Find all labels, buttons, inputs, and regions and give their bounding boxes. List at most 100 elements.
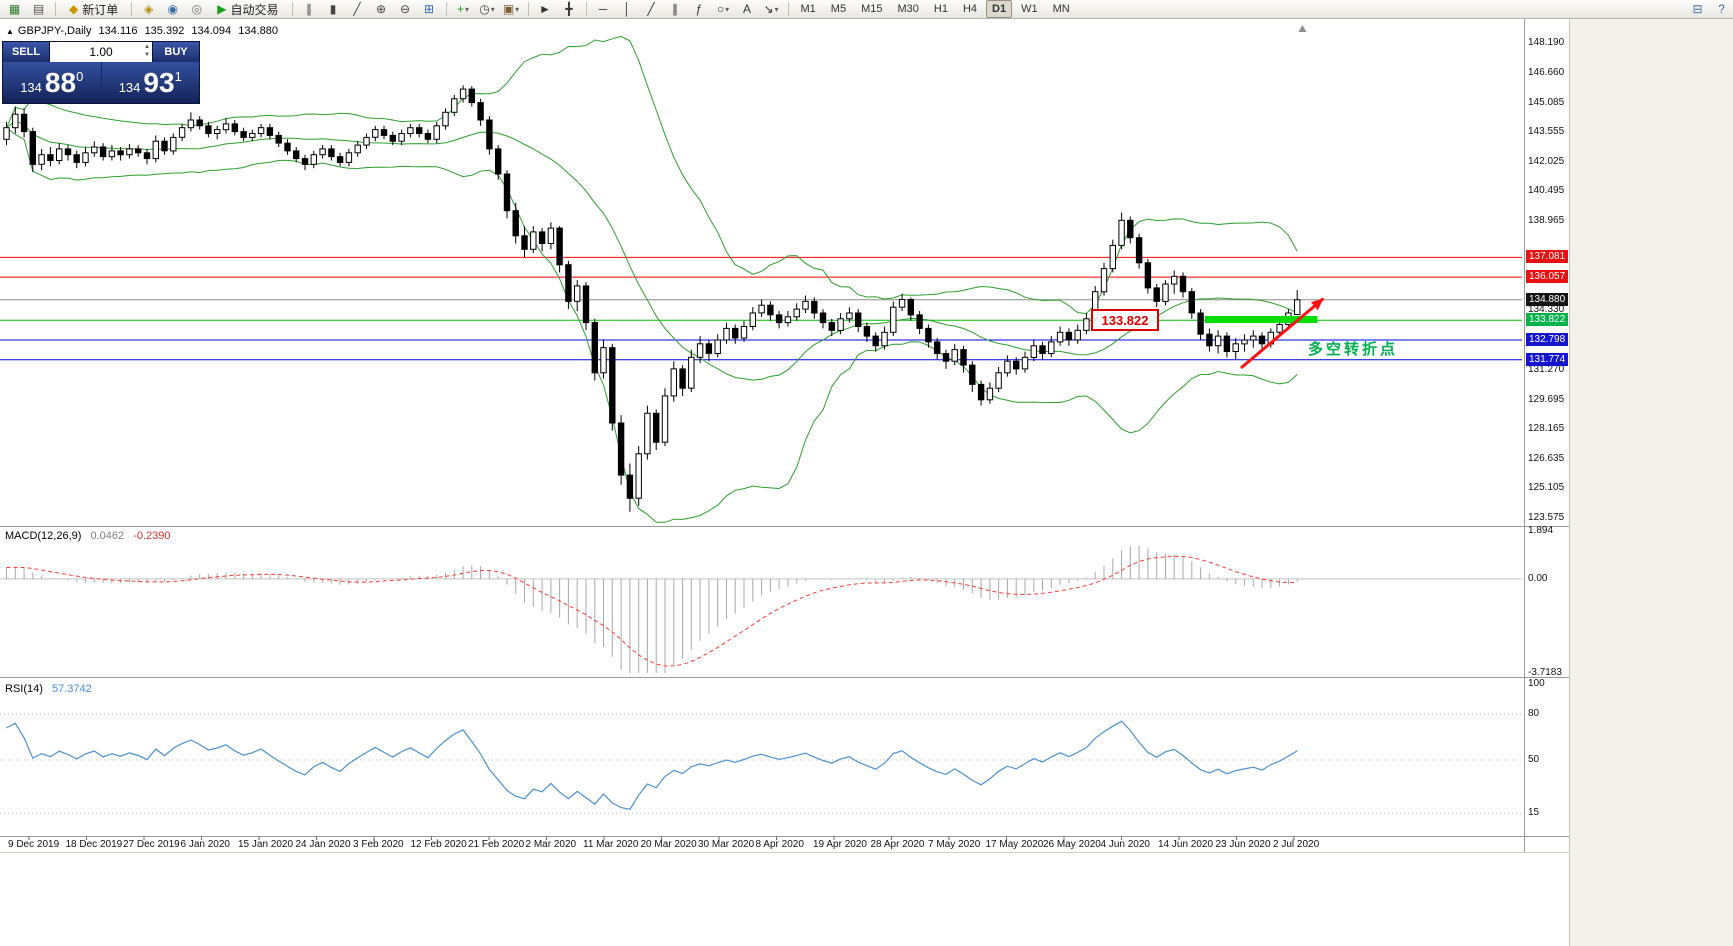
price-line-label: 134.880 [1526, 293, 1569, 306]
timeframe-w1[interactable]: W1 [1021, 3, 1038, 15]
buy-button[interactable]: BUY [152, 42, 199, 62]
volume-spinner-icon[interactable]: ▲ ▼ [144, 44, 150, 58]
price-tick: 125.105 [1528, 482, 1565, 493]
alerts-icon[interactable]: ◎ [185, 0, 208, 19]
price-tick: 123.575 [1528, 512, 1565, 523]
panel-borders [0, 19, 1570, 946]
market-icon: ◉ [167, 2, 178, 16]
trendline-icon[interactable]: ╱ [640, 0, 663, 19]
support-zone-band[interactable] [1205, 316, 1318, 323]
toolbar-separator [527, 2, 529, 16]
horizontal-line-icon[interactable]: ─ [592, 0, 615, 19]
timeframe-m5[interactable]: M5 [830, 3, 847, 15]
autotrading-button[interactable]: ▶ 自动交易 [209, 0, 286, 19]
timeframe-h4[interactable]: H4 [962, 3, 977, 15]
symbol-title: GBPJPY-,Daily [17, 25, 92, 37]
timeframe-mn[interactable]: MN [1052, 3, 1070, 15]
chevron-down-icon[interactable]: ▾ [725, 4, 730, 14]
cursor-icon[interactable]: ► [534, 0, 557, 19]
zoom-out-icon: ⊖ [399, 2, 411, 16]
date-label: 12 Feb 2020 [410, 839, 467, 850]
date-label: 21 Feb 2020 [468, 839, 525, 850]
chevron-down-icon[interactable]: ▾ [774, 4, 779, 14]
new-order-icon: ◆ [69, 2, 79, 16]
volume-value: 1.00 [89, 45, 113, 59]
rsi-scale-tick: 50 [1528, 754, 1540, 765]
periods-icon[interactable]: ◷ ▾ [476, 0, 499, 19]
tile-windows-icon: ⊞ [423, 2, 435, 16]
date-label: 26 May 2020 [1043, 839, 1101, 850]
turning-point-note[interactable]: 多空转折点 [1308, 341, 1399, 358]
depth-of-market-icon[interactable]: ⊟ [1692, 2, 1703, 16]
macd-layer [0, 545, 1522, 673]
bar-chart-mode-icon[interactable]: ∥ [298, 0, 321, 19]
price-annotation-box[interactable]: 133.822 [1091, 309, 1159, 331]
bid-integer: 134 [20, 80, 42, 95]
arrows-icon: ↘ [763, 2, 774, 16]
date-label: 28 Apr 2020 [870, 839, 925, 850]
help-icon[interactable]: ? [1718, 2, 1725, 16]
market-icon[interactable]: ◉ [161, 0, 184, 19]
bid-price[interactable]: 134 88 0 [3, 62, 101, 103]
timeframe-m1[interactable]: M1 [800, 3, 816, 15]
vertical-line-icon[interactable]: │ [616, 0, 639, 19]
date-label: 27 Dec 2019 [123, 839, 180, 850]
candlestick-mode-icon[interactable]: ▮ [322, 0, 345, 19]
macd-scale-tick: -3.7183 [1528, 667, 1562, 678]
arrows-icon[interactable]: ↘ ▾ [760, 0, 783, 19]
toolbar-separator [131, 2, 133, 16]
chart-shift-marker[interactable] [1298, 25, 1307, 32]
rsi-scale-tick: 100 [1528, 678, 1545, 689]
channel-icon[interactable]: ∥ [664, 0, 687, 19]
periods-icon: ◷ [479, 2, 490, 16]
date-label: 20 Mar 2020 [640, 839, 697, 850]
sell-button[interactable]: SELL [3, 42, 50, 62]
ask-point: 1 [174, 69, 182, 84]
shapes-icon[interactable]: ○ ▾ [712, 0, 735, 19]
timeframe-m30[interactable]: M30 [897, 3, 919, 15]
toolbar-separator [291, 2, 293, 16]
chevron-down-icon[interactable]: ▾ [465, 4, 470, 14]
trend-arrow-head [1311, 298, 1324, 311]
price-line-label: 136.057 [1526, 270, 1569, 283]
crosshair-icon[interactable]: ╋ [558, 0, 581, 19]
fibonacci-icon[interactable]: ƒ [688, 0, 711, 19]
text-icon: A [742, 2, 751, 16]
ask-price[interactable]: 134 93 1 [101, 62, 199, 103]
price-tick: 126.635 [1528, 453, 1565, 464]
autotrading-label: 自动交易 [230, 2, 279, 17]
chevron-down-icon[interactable]: ▾ [490, 4, 495, 14]
timeframe-h1[interactable]: H1 [933, 3, 948, 15]
indicators-icon[interactable]: + ▾ [452, 0, 475, 19]
rsi-line [6, 720, 1298, 810]
rsi-indicator-label: RSI(14) 57.3742 [5, 683, 92, 695]
bid-pips: 88 [44, 66, 77, 98]
chevron-down-icon[interactable]: ▾ [515, 4, 520, 14]
autotrading-icon: ▶ [217, 2, 227, 16]
text-icon[interactable]: A [736, 0, 759, 19]
collapse-triangle-icon[interactable]: ▲ [6, 27, 14, 36]
timeframe-m15[interactable]: M15 [861, 3, 883, 15]
timeframe-d1[interactable]: D1 [986, 0, 1013, 18]
ask-integer: 134 [118, 80, 141, 95]
line-chart-mode-icon[interactable]: ╱ [346, 0, 369, 19]
new-order-label: 新订单 [82, 2, 119, 17]
profiles-icon[interactable]: ▤ [27, 0, 50, 19]
templates-icon[interactable]: ▣ ▾ [500, 0, 523, 19]
date-label: 7 May 2020 [928, 839, 981, 850]
volume-input[interactable]: 1.00 ▲ ▼ [50, 42, 152, 62]
zoom-out-icon[interactable]: ⊖ [394, 0, 417, 19]
ask-pips: 93 [143, 66, 175, 98]
zoom-in-icon[interactable]: ⊕ [370, 0, 393, 19]
new-chart-icon[interactable]: ▦ [3, 0, 26, 19]
new-chart-icon: ▦ [8, 2, 21, 16]
crosshair-icon: ╋ [565, 2, 573, 16]
rsi-scale-tick: 15 [1528, 807, 1540, 818]
price-tick: 131.270 [1528, 364, 1565, 375]
new-order-button[interactable]: ◆ 新订单 [61, 0, 126, 19]
rsi-scale-tick: 80 [1528, 708, 1540, 719]
price-tick: 143.555 [1528, 126, 1565, 137]
metaeditor-icon[interactable]: ◈ [137, 0, 160, 19]
tile-windows-icon[interactable]: ⊞ [418, 0, 441, 19]
line-chart-mode-icon: ╱ [353, 2, 361, 16]
